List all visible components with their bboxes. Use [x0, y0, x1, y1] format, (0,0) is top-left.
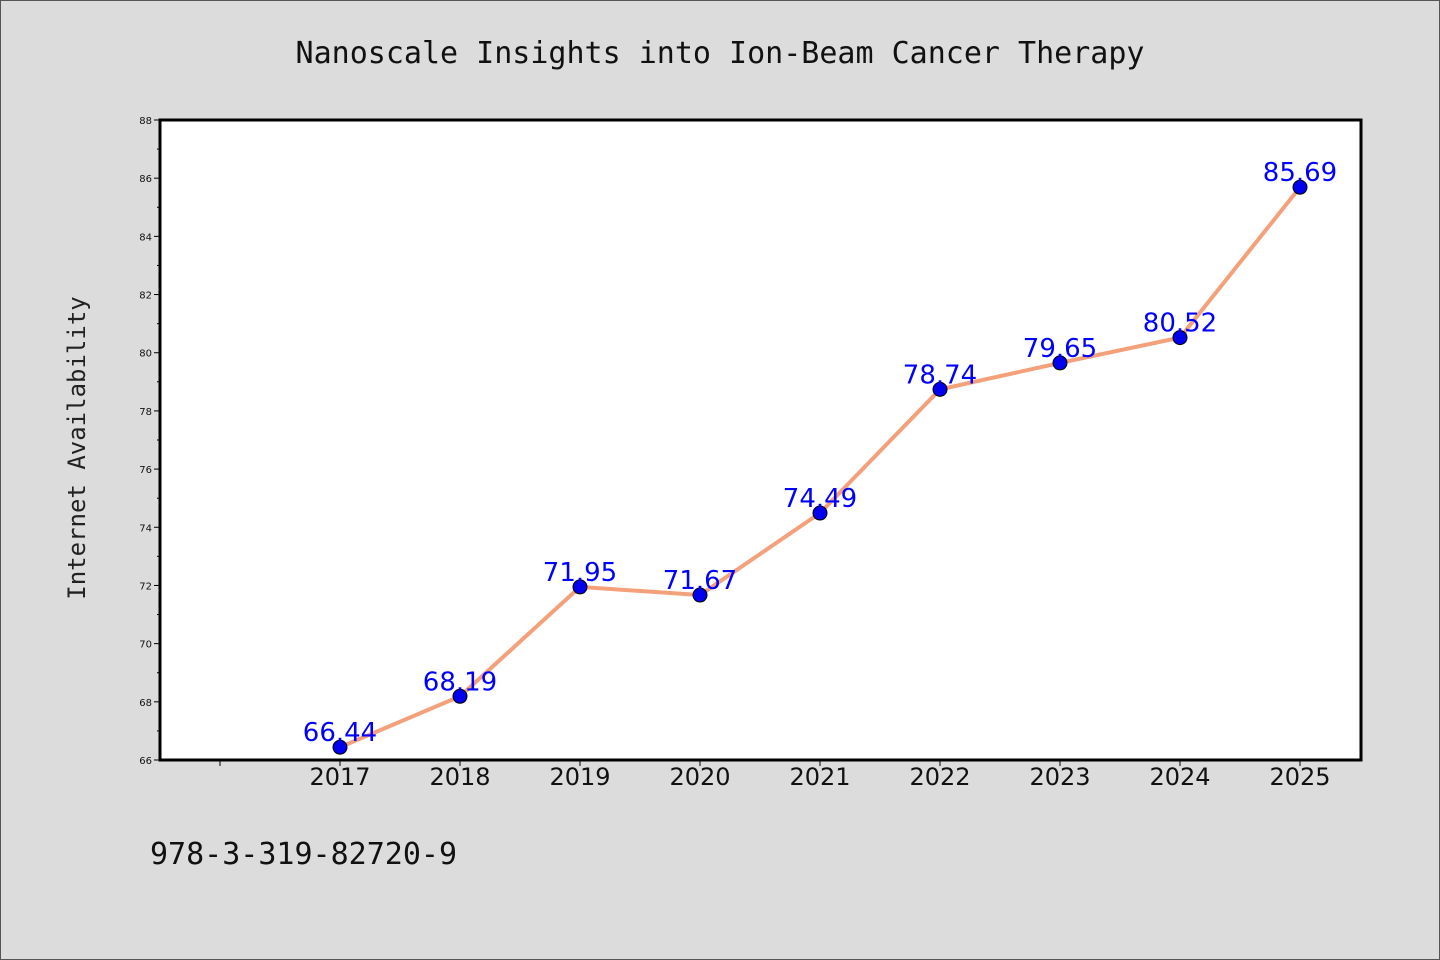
data-labels: 66.44 68.19 71.95 71.67 74.49 78.74 79.65 80.52… — [303, 158, 1337, 748]
y-tick-label: 80 — [139, 349, 152, 360]
y-tick-label: 68 — [139, 698, 152, 709]
y-tick-label: 74 — [139, 523, 152, 534]
x-tick-label: 2023 — [1029, 763, 1090, 791]
y-tick-label: 72 — [139, 581, 152, 592]
data-point — [812, 505, 828, 521]
y-tick-label: 66 — [139, 756, 152, 767]
data-point — [932, 381, 948, 397]
data-label: 80.52 — [1143, 309, 1217, 339]
chart-title: Nanoscale Insights into Ion-Beam Cancer … — [296, 36, 1145, 71]
x-tick-label: 2018 — [429, 763, 490, 791]
data-point — [692, 587, 708, 603]
data-point — [1172, 330, 1188, 346]
plot-area — [158, 118, 1363, 762]
data-label: 66.44 — [303, 718, 377, 748]
data-label: 85.69 — [1263, 158, 1337, 188]
data-point — [572, 579, 588, 595]
y-axis-label: Internet Availability — [63, 296, 91, 599]
y-tick-label: 76 — [139, 465, 152, 476]
y-tick-label: 70 — [139, 640, 152, 651]
x-tick-label: 2019 — [549, 763, 610, 791]
data-label: 71.95 — [543, 558, 617, 588]
y-tick-label: 84 — [139, 232, 152, 243]
data-point — [332, 739, 348, 755]
x-tick-label: 2021 — [789, 763, 850, 791]
data-label: 74.49 — [783, 484, 857, 514]
data-label: 79.65 — [1023, 334, 1097, 364]
series-markers — [332, 179, 1308, 755]
data-label: 78.74 — [903, 360, 977, 390]
data-label: 68.19 — [423, 667, 497, 697]
data-point — [1292, 179, 1308, 195]
x-tick-label: 2022 — [909, 763, 970, 791]
x-axis-ticks: 2017 2018 2019 2020 2021 2022 2023 2024 2025 — [219, 760, 1331, 791]
isbn-footer: 978-3-319-82720-9 — [150, 837, 457, 872]
data-point — [452, 688, 468, 704]
y-tick-label: 86 — [139, 174, 152, 185]
x-tick-label: 2024 — [1149, 763, 1210, 791]
y-tick-label: 82 — [139, 291, 152, 302]
x-tick-label: 2017 — [309, 763, 370, 791]
x-tick-label: 2020 — [669, 763, 730, 791]
y-axis-ticks: 66 68 70 72 74 76 78 80 82 84 86 88 — [139, 116, 160, 767]
data-label: 71.67 — [663, 566, 737, 596]
y-tick-label: 78 — [139, 407, 152, 418]
data-point — [1052, 355, 1068, 371]
y-tick-label: 88 — [139, 116, 152, 127]
x-tick-label: 2025 — [1269, 763, 1330, 791]
